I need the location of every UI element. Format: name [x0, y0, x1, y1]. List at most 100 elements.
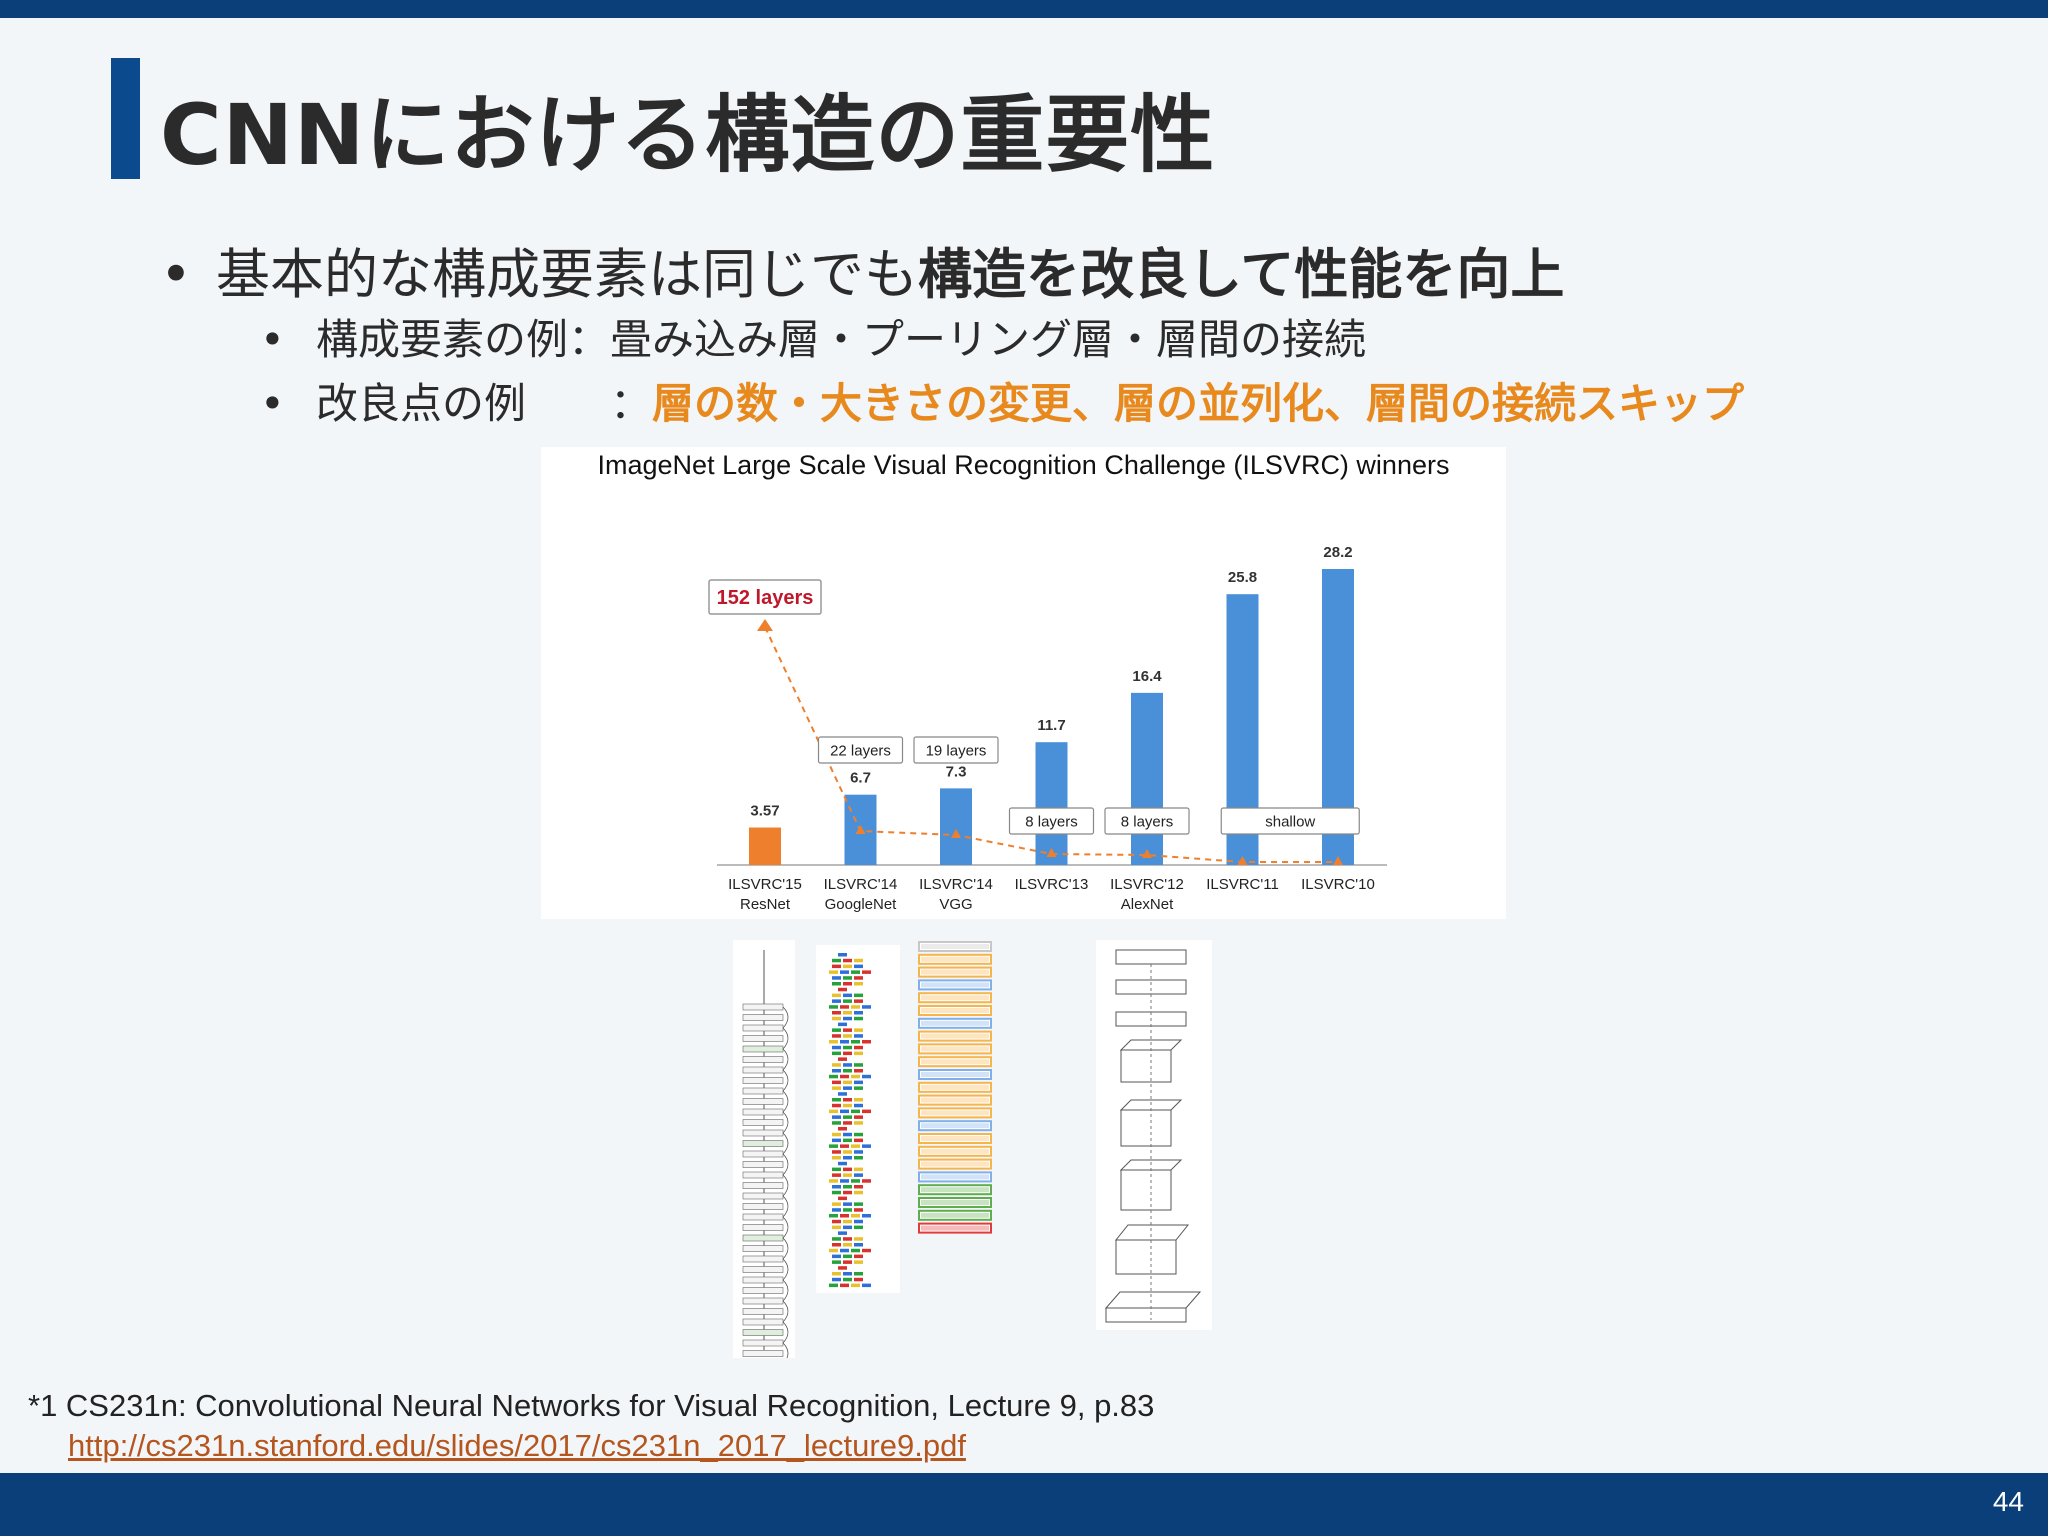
googlenet-layer-block	[862, 1248, 871, 1253]
resnet-skip-connection	[782, 1321, 789, 1344]
googlenet-layer-block	[832, 1086, 841, 1090]
vgg-layer-block	[918, 1081, 992, 1093]
chart-category-label: ILSVRC'13	[1015, 876, 1089, 893]
chart-value-label: 11.7	[1037, 717, 1065, 734]
googlenet-layer-block	[832, 982, 841, 986]
googlenet-layer-block	[843, 1063, 852, 1067]
googlenet-layer-block	[862, 970, 871, 974]
bullet-improvements-text: 層の数・大きさの変更、層の並列化、層間の接続スキップ	[652, 379, 1745, 428]
googlenet-layer-block	[843, 958, 852, 963]
resnet-layer-block	[742, 1098, 784, 1105]
resnet-layer-block	[742, 1287, 784, 1294]
resnet-skip-connection	[782, 1048, 789, 1071]
bullet-improvements: • 改良点の例 ：層の数・大きさの変更、層の並列化、層間の接続スキップ	[260, 370, 1744, 431]
googlenet-layer-block	[862, 1005, 871, 1009]
vgg-layer-block	[918, 1158, 992, 1170]
vgg-layer-fill	[921, 1161, 989, 1167]
googlenet-layer-block	[829, 1109, 838, 1114]
vgg-layer-fill	[921, 1008, 989, 1013]
googlenet-layer-block	[829, 1283, 838, 1288]
googlenet-layer-block	[829, 1179, 838, 1183]
googlenet-layer-block	[838, 953, 847, 957]
chart-category-label: ILSVRC'11	[1206, 876, 1279, 893]
resnet-skip-connection	[782, 1006, 789, 1029]
vgg-layer-fill	[921, 1123, 989, 1129]
googlenet-layer-block	[843, 1243, 852, 1247]
resnet-layer-block	[742, 1119, 784, 1126]
vgg-layer-fill	[921, 1110, 989, 1116]
googlenet-layer-block	[832, 999, 841, 1003]
resnet-skip-connection	[782, 1300, 789, 1323]
googlenet-layer-block	[851, 1179, 860, 1183]
resnet-layer-block	[742, 1234, 784, 1242]
googlenet-layer-block	[843, 1190, 852, 1195]
googlenet-layer-block	[854, 1190, 863, 1195]
vgg-layer-fill	[921, 995, 989, 1001]
googlenet-layer-block	[854, 1202, 863, 1206]
vgg-layer-fill	[921, 956, 989, 962]
googlenet-layer-block	[843, 1132, 852, 1137]
vgg-layer-block	[918, 1069, 992, 1080]
chart-category-label: ILSVRC'15	[728, 876, 802, 893]
googlenet-layer-block	[832, 1011, 841, 1015]
vgg-layer-fill	[921, 1212, 989, 1218]
chart-category-label: ILSVRC'12	[1110, 876, 1184, 893]
page-number: 44	[1992, 1486, 2024, 1517]
googlenet-layer-block	[854, 1185, 863, 1189]
googlenet-layer-block	[843, 1103, 852, 1108]
googlenet-layer-block	[843, 1069, 852, 1073]
resnet-skip-connection	[782, 1027, 789, 1050]
vgg-layer-fill	[921, 1174, 989, 1180]
googlenet-layer-block	[832, 1098, 841, 1102]
vgg-layer-block	[918, 953, 992, 965]
vgg-layer-block	[918, 941, 992, 952]
chart-value-label: 25.8	[1228, 569, 1257, 586]
googlenet-layer-block	[832, 1202, 841, 1206]
vgg-layer-block	[918, 1197, 992, 1208]
googlenet-layer-block	[829, 1005, 838, 1009]
googlenet-layer-block	[854, 982, 863, 986]
googlenet-layer-block	[832, 1156, 841, 1160]
googlenet-layer-block	[854, 1103, 863, 1108]
googlenet-layer-block	[832, 976, 841, 980]
chart-layer-marker	[951, 829, 961, 838]
googlenet-layer-block	[854, 1272, 863, 1276]
googlenet-layer-block	[854, 1011, 863, 1015]
vgg-layer-fill	[921, 1059, 989, 1065]
resnet-layer-block	[742, 1192, 784, 1200]
googlenet-layer-block	[843, 1173, 852, 1177]
googlenet-layer-block	[832, 1080, 841, 1085]
googlenet-layer-block	[843, 1098, 852, 1102]
googlenet-layer-block	[851, 1109, 860, 1114]
googlenet-layer-block	[843, 1034, 852, 1038]
googlenet-layer-block	[854, 1051, 863, 1056]
vgg-diagram	[917, 940, 993, 1240]
googlenet-layer-block	[832, 958, 841, 963]
resnet-layer-block	[742, 1308, 784, 1315]
googlenet-layer-block	[832, 1045, 841, 1050]
googlenet-layer-block	[843, 1208, 852, 1212]
resnet-skip-connection	[782, 1132, 789, 1155]
googlenet-layer-block	[843, 1115, 852, 1119]
resnet-layer-block	[742, 1161, 784, 1168]
chart-subcategory-label: GoogleNet	[825, 896, 898, 913]
vgg-layer-block	[918, 966, 992, 978]
googlenet-layer-block	[838, 1196, 847, 1201]
resnet-layer-block	[742, 1276, 784, 1284]
chart-bar	[1131, 692, 1163, 865]
footnote-link[interactable]: http://cs231n.stanford.edu/slides/2017/c…	[68, 1428, 966, 1463]
googlenet-layer-block	[832, 1069, 841, 1073]
vgg-layer-block	[918, 1005, 992, 1016]
chart-bar	[1035, 742, 1068, 865]
googlenet-layer-block	[832, 1028, 841, 1032]
chart-subcategory-label: AlexNet	[1121, 896, 1174, 913]
chart-subcategory-label: VGG	[939, 896, 972, 913]
vgg-layer-fill	[921, 969, 989, 975]
googlenet-layer-block	[838, 1022, 847, 1027]
chart-value-label: 7.3	[946, 763, 967, 780]
googlenet-layer-block	[843, 1051, 852, 1056]
googlenet-layer-block	[854, 1150, 863, 1154]
googlenet-layer-block	[854, 993, 863, 998]
resnet-layer-block	[742, 1255, 784, 1263]
resnet-skip-connection	[782, 1216, 789, 1239]
